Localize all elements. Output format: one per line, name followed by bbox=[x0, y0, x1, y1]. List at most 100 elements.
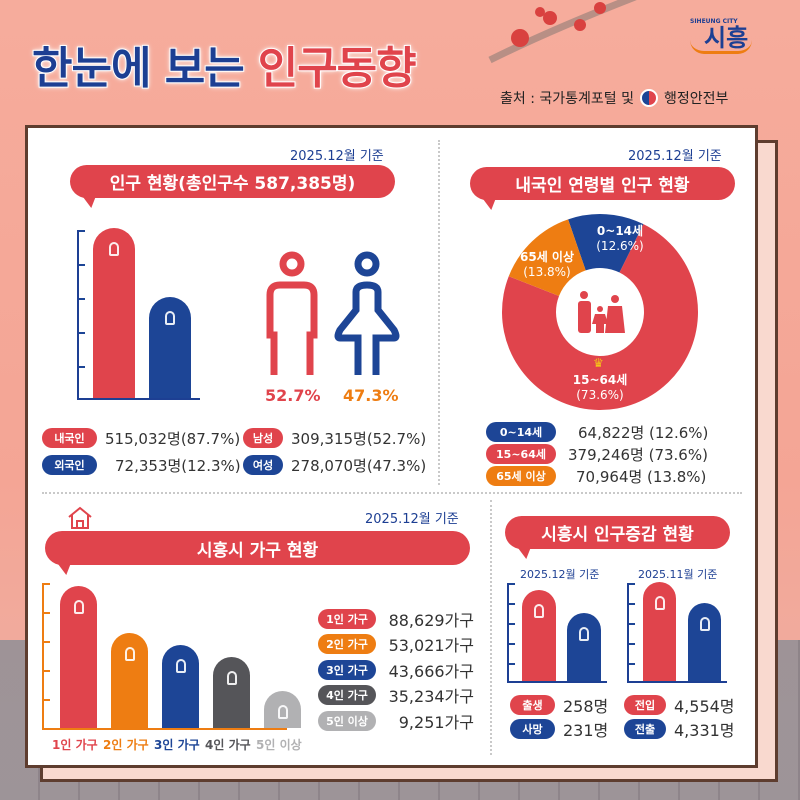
bar-외국인 bbox=[149, 296, 191, 398]
migration-legend: 전입 4,554명 전출 4,331명 bbox=[624, 694, 735, 740]
bar-person-icon bbox=[109, 242, 119, 256]
donut-slice-15~64세 bbox=[502, 224, 698, 410]
legend-value: 4,554명 bbox=[674, 697, 735, 716]
crown-icon: ♛ bbox=[593, 356, 604, 370]
legend-value: 53,021가구 bbox=[388, 636, 474, 656]
legend-row-birth: 출생 258명 bbox=[510, 694, 608, 716]
legend-value: 278,070명(47.3%) bbox=[291, 456, 427, 475]
legend-row-female: 여성 278,070명(47.3%) bbox=[243, 454, 426, 476]
legend-value: 9,251가구 bbox=[398, 712, 474, 732]
x-tick-label: 5인 이상 bbox=[256, 738, 302, 752]
legend-value: 35,234가구 bbox=[388, 687, 474, 707]
mois-emblem-icon bbox=[640, 89, 658, 107]
bar-1인 가구 bbox=[60, 586, 97, 728]
population-chart bbox=[77, 228, 200, 400]
male-icon bbox=[266, 251, 318, 375]
age-donut-chart bbox=[502, 214, 698, 410]
legend-row: 5인 이상 9,251가구 bbox=[318, 708, 474, 734]
legend-value: 309,315명(52.7%) bbox=[291, 429, 427, 448]
x-tick-label: 1인 가구 bbox=[52, 738, 98, 752]
population-banner: 인구 현황(총인구수 587,385명) bbox=[70, 165, 395, 198]
divider bbox=[490, 500, 492, 755]
legend-row-move-in: 전입 4,554명 bbox=[624, 694, 735, 716]
legend-row-national: 내국인 515,032명(87.7%) bbox=[42, 427, 241, 449]
bar-person-icon bbox=[534, 604, 544, 618]
legend-row: 0~14세 64,822명 (12.6%) bbox=[486, 421, 708, 443]
legend-row: 4인 가구 35,234가구 bbox=[318, 683, 474, 709]
x-tick-label: 3인 가구 bbox=[154, 738, 200, 752]
legend-value: 43,666가구 bbox=[388, 661, 474, 681]
legend-pill: 65세 이상 bbox=[486, 466, 556, 486]
population-legend-left: 내국인 515,032명(87.7%) 외국인 72,353명(12.3%) bbox=[42, 427, 241, 476]
bar-전출 bbox=[688, 602, 721, 681]
legend-value: 258명 bbox=[563, 697, 609, 716]
age-banner: 내국인 연령별 인구 현황 bbox=[470, 167, 735, 200]
change-banner: 시흥시 인구증감 현황 bbox=[505, 516, 730, 549]
legend-value: 72,353명(12.3%) bbox=[115, 456, 241, 475]
legend-pill: 남성 bbox=[243, 428, 283, 448]
legend-pill: 사망 bbox=[510, 719, 555, 739]
female-percent: 47.3% bbox=[343, 386, 399, 405]
legend-pill: 0~14세 bbox=[486, 422, 556, 442]
bar-3인 가구 bbox=[162, 645, 199, 728]
divider bbox=[42, 492, 742, 494]
legend-row: 1인 가구 88,629가구 bbox=[318, 606, 474, 632]
household-legend: 1인 가구 88,629가구 2인 가구 53,021가구 3인 가구 43,666가구 4… bbox=[318, 606, 474, 734]
legend-pill: 외국인 bbox=[42, 455, 97, 475]
legend-value: 379,246명 (73.6%) bbox=[568, 445, 708, 464]
legend-row-foreign: 외국인 72,353명(12.3%) bbox=[42, 454, 241, 476]
legend-pill: 2인 가구 bbox=[318, 634, 376, 655]
bar-person-icon bbox=[124, 647, 135, 662]
population-legend-right: 남성 309,315명(52.7%) 여성 278,070명(47.3%) bbox=[243, 427, 426, 476]
bar-person-icon bbox=[175, 659, 186, 674]
migration-chart bbox=[627, 582, 727, 683]
population-date: 2025.12월 기준 bbox=[290, 149, 384, 164]
legend-pill: 3인 가구 bbox=[318, 659, 376, 680]
legend-row-male: 남성 309,315명(52.7%) bbox=[243, 427, 426, 449]
bar-person-icon bbox=[277, 704, 288, 719]
legend-value: 231명 bbox=[563, 721, 609, 740]
bar-4인 가구 bbox=[213, 656, 250, 728]
slice-label-65plus: 65세 이상 (13.8%) bbox=[520, 250, 574, 279]
page-title: 한눈에 보는 인구동향 bbox=[31, 42, 418, 95]
household-chart bbox=[42, 583, 301, 730]
legend-value: 4,331명 bbox=[674, 721, 735, 740]
legend-pill: 내국인 bbox=[42, 428, 97, 448]
legend-row: 2인 가구 53,021가구 bbox=[318, 632, 474, 658]
legend-pill: 5인 이상 bbox=[318, 710, 376, 731]
donut-slice-65세 이상 bbox=[508, 219, 586, 296]
x-tick-label: 4인 가구 bbox=[205, 738, 251, 752]
x-tick-label: 2인 가구 bbox=[103, 738, 149, 752]
legend-pill: 15~64세 bbox=[486, 444, 556, 464]
household-x-labels: 1인 가구 2인 가구 3인 가구 4인 가구 5인 이상 bbox=[42, 736, 312, 752]
bar-2인 가구 bbox=[111, 633, 148, 728]
bar-5인 이상 bbox=[264, 690, 301, 728]
birth-death-chart bbox=[507, 583, 607, 683]
bar-내국인 bbox=[93, 228, 135, 398]
bar-person-icon bbox=[654, 596, 665, 610]
donut-slice-0~14세 bbox=[568, 214, 644, 273]
legend-value: 515,032명(87.7%) bbox=[105, 429, 241, 448]
household-banner: 시흥시 가구 현황 bbox=[45, 531, 470, 565]
legend-pill: 여성 bbox=[243, 455, 283, 475]
bar-person-icon bbox=[73, 600, 84, 614]
bar-전입 bbox=[643, 582, 676, 681]
source-note: 출처 : 국가통계포털 및 행정안전부 bbox=[500, 89, 729, 107]
age-legend: 0~14세 64,822명 (12.6%) 15~64세 379,246명 (73.… bbox=[486, 421, 708, 487]
legend-value: 64,822명 (12.6%) bbox=[578, 423, 709, 442]
siheung-logo: SIHEUNG CITY 시흥 bbox=[690, 18, 752, 54]
house-icon bbox=[68, 506, 92, 529]
household-date: 2025.12월 기준 bbox=[365, 512, 459, 527]
bar-person-icon bbox=[579, 626, 589, 641]
slice-label-0-14: 0~14세 (12.6%) bbox=[596, 224, 644, 253]
legend-pill: 4인 가구 bbox=[318, 685, 376, 706]
change-date-right: 2025.11월 기준 bbox=[638, 568, 718, 581]
bar-출생 bbox=[522, 590, 556, 681]
legend-pill: 출생 bbox=[510, 695, 555, 715]
legend-pill: 1인 가구 bbox=[318, 608, 376, 629]
change-date-left: 2025.12월 기준 bbox=[520, 568, 600, 581]
plum-blossom-branch bbox=[488, 0, 637, 64]
female-icon bbox=[334, 251, 400, 375]
male-percent: 52.7% bbox=[265, 386, 321, 405]
legend-row-move-out: 전출 4,331명 bbox=[624, 718, 735, 740]
